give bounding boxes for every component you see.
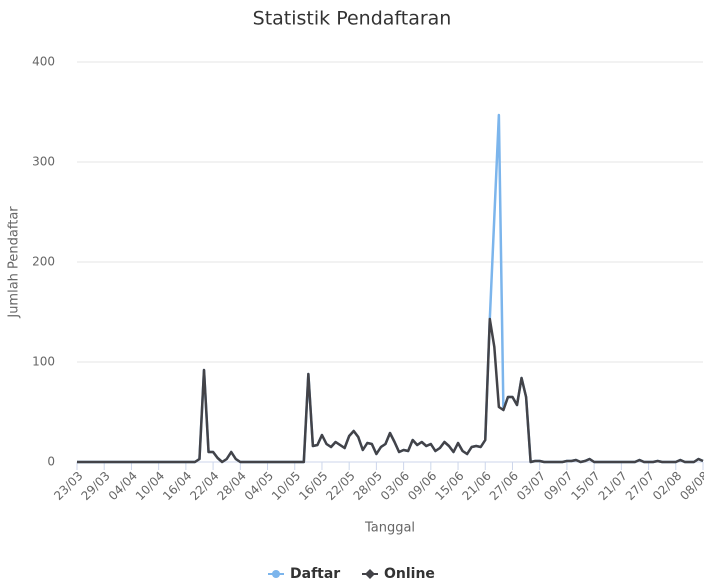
x-tick-label: 23/03 [51,469,85,503]
series-line [77,317,704,464]
x-tick-label: 28/04 [215,469,249,503]
y-tick-label: 100 [32,355,55,369]
y-tick-label: 400 [32,55,55,69]
x-tick-label: 28/05 [351,469,385,503]
chart-title: Statistik Pendaftaran [253,8,452,30]
x-tick-label: 10/04 [133,469,167,503]
y-axis-title: Jumlah Pendaftar [7,206,22,319]
x-tick-label: 16/05 [296,469,330,503]
x-tick-label: 21/07 [596,469,630,503]
x-tick-label: 09/06 [405,469,439,503]
x-tick-label: 27/06 [487,469,521,503]
x-tick-label: 16/04 [160,469,194,503]
x-tick-label: 15/06 [432,469,466,503]
legend-label: Online [384,566,435,582]
x-tick-label: 22/04 [187,469,221,503]
legend-marker [365,569,375,579]
y-tick-label: 300 [32,155,55,169]
x-tick-label: 21/06 [459,469,493,503]
x-tick-label: 15/07 [568,469,602,503]
x-tick-label: 08/08 [677,469,704,503]
x-tick-label: 22/05 [323,469,357,503]
series-line [77,113,704,464]
x-tick-label: 09/07 [541,469,575,503]
x-tick-label: 03/07 [514,469,548,503]
x-axis-title: Tanggal [364,521,415,536]
x-tick-label: 29/03 [78,469,112,503]
x-tick-label: 04/05 [242,469,276,503]
x-tick-label: 27/07 [623,469,657,503]
x-tick-label: 10/05 [269,469,303,503]
x-tick-label: 04/04 [106,469,140,503]
legend-item: Online [362,566,435,582]
y-tick-label: 200 [32,255,55,269]
x-tick-label: 02/08 [650,469,684,503]
legend-item: Daftar [268,566,340,582]
y-tick-label: 0 [47,455,55,469]
legend-label: Daftar [290,566,340,582]
x-tick-label: 03/06 [378,469,412,503]
legend-marker [272,570,280,578]
